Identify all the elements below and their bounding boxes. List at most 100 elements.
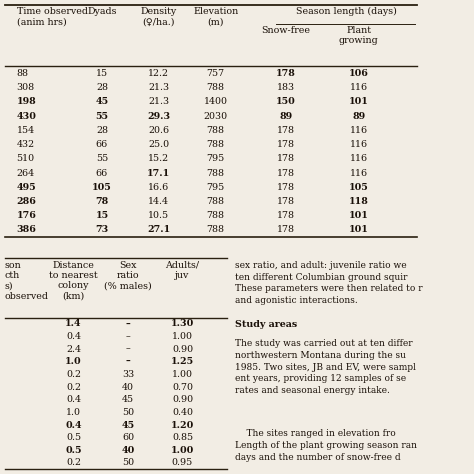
Text: 20.6: 20.6 bbox=[148, 126, 169, 135]
Text: 45: 45 bbox=[95, 98, 109, 106]
Text: 15: 15 bbox=[95, 211, 109, 220]
Text: 0.2: 0.2 bbox=[66, 383, 81, 392]
Text: The sites ranged in elevation fro
Length of the plant growing season ran
days an: The sites ranged in elevation fro Length… bbox=[235, 429, 417, 462]
Text: 0.90: 0.90 bbox=[172, 395, 193, 404]
Text: Adults/
juv: Adults/ juv bbox=[165, 261, 200, 280]
Text: 264: 264 bbox=[17, 169, 35, 177]
Text: Elevation
(m): Elevation (m) bbox=[193, 7, 238, 27]
Text: 15: 15 bbox=[96, 69, 108, 78]
Text: 25.0: 25.0 bbox=[148, 140, 169, 149]
Text: 0.70: 0.70 bbox=[172, 383, 193, 392]
Text: Distance
to nearest
colony
(km): Distance to nearest colony (km) bbox=[49, 261, 98, 301]
Text: Sex
ratio
(% males): Sex ratio (% males) bbox=[104, 261, 152, 291]
Text: 21.3: 21.3 bbox=[148, 98, 169, 106]
Text: 116: 116 bbox=[350, 155, 368, 163]
Text: 0.40: 0.40 bbox=[172, 408, 193, 417]
Text: 1.25: 1.25 bbox=[171, 357, 194, 366]
Text: 178: 178 bbox=[277, 197, 295, 206]
Text: 178: 178 bbox=[277, 140, 295, 149]
Text: 105: 105 bbox=[349, 183, 369, 191]
Text: 66: 66 bbox=[96, 169, 108, 177]
Text: Season length (days): Season length (days) bbox=[296, 7, 397, 16]
Text: 286: 286 bbox=[17, 197, 36, 206]
Text: 78: 78 bbox=[95, 197, 109, 206]
Text: Dyads: Dyads bbox=[87, 7, 117, 16]
Text: 0.4: 0.4 bbox=[66, 332, 81, 341]
Text: Study areas: Study areas bbox=[235, 320, 297, 329]
Text: 1400: 1400 bbox=[204, 98, 228, 106]
Text: The study was carried out at ten differ
northwestern Montana during the su
1985.: The study was carried out at ten differ … bbox=[235, 339, 416, 395]
Text: 55: 55 bbox=[95, 112, 109, 120]
Text: 2030: 2030 bbox=[204, 112, 228, 120]
Text: 788: 788 bbox=[207, 126, 225, 135]
Text: 178: 178 bbox=[277, 155, 295, 163]
Text: 0.90: 0.90 bbox=[172, 345, 193, 354]
Text: 154: 154 bbox=[17, 126, 35, 135]
Text: 116: 116 bbox=[350, 83, 368, 92]
Text: 28: 28 bbox=[96, 83, 108, 92]
Text: 101: 101 bbox=[349, 211, 369, 220]
Text: 1.00: 1.00 bbox=[172, 332, 193, 341]
Text: 60: 60 bbox=[122, 433, 134, 442]
Text: 430: 430 bbox=[17, 112, 36, 120]
Text: 150: 150 bbox=[276, 98, 296, 106]
Text: 788: 788 bbox=[207, 226, 225, 234]
Text: 0.4: 0.4 bbox=[66, 395, 81, 404]
Text: 29.3: 29.3 bbox=[147, 112, 170, 120]
Text: 14.4: 14.4 bbox=[148, 197, 169, 206]
Text: 89: 89 bbox=[279, 112, 292, 120]
Text: 1.30: 1.30 bbox=[171, 319, 194, 328]
Text: 45: 45 bbox=[122, 395, 134, 404]
Text: 386: 386 bbox=[17, 226, 36, 234]
Text: 0.95: 0.95 bbox=[172, 458, 193, 467]
Text: 495: 495 bbox=[17, 183, 36, 191]
Text: 2.4: 2.4 bbox=[66, 345, 81, 354]
Text: –: – bbox=[126, 332, 130, 341]
Text: 178: 178 bbox=[277, 126, 295, 135]
Text: 15.2: 15.2 bbox=[148, 155, 169, 163]
Text: 73: 73 bbox=[95, 226, 109, 234]
Text: 10.5: 10.5 bbox=[148, 211, 169, 220]
Text: 1.00: 1.00 bbox=[172, 370, 193, 379]
Text: 12.2: 12.2 bbox=[148, 69, 169, 78]
Text: 788: 788 bbox=[207, 83, 225, 92]
Text: 101: 101 bbox=[349, 98, 369, 106]
Text: 178: 178 bbox=[276, 69, 296, 78]
Text: 432: 432 bbox=[17, 140, 35, 149]
Text: 89: 89 bbox=[352, 112, 365, 120]
Text: 0.2: 0.2 bbox=[66, 458, 81, 467]
Text: 27.1: 27.1 bbox=[147, 226, 171, 234]
Text: 0.85: 0.85 bbox=[172, 433, 193, 442]
Text: –: – bbox=[126, 345, 130, 354]
Text: 88: 88 bbox=[17, 69, 28, 78]
Text: 28: 28 bbox=[96, 126, 108, 135]
Text: 788: 788 bbox=[207, 211, 225, 220]
Text: 178: 178 bbox=[277, 183, 295, 191]
Text: 66: 66 bbox=[96, 140, 108, 149]
Text: 40: 40 bbox=[121, 446, 135, 455]
Text: 788: 788 bbox=[207, 169, 225, 177]
Text: 116: 116 bbox=[350, 126, 368, 135]
Text: 106: 106 bbox=[349, 69, 369, 78]
Text: –: – bbox=[126, 319, 130, 328]
Text: 101: 101 bbox=[349, 226, 369, 234]
Text: 55: 55 bbox=[96, 155, 108, 163]
Text: Density
(♀/ha.): Density (♀/ha.) bbox=[141, 7, 177, 27]
Text: 308: 308 bbox=[17, 83, 35, 92]
Text: 795: 795 bbox=[207, 155, 225, 163]
Text: 176: 176 bbox=[17, 211, 36, 220]
Text: 1.4: 1.4 bbox=[65, 319, 82, 328]
Text: 1.0: 1.0 bbox=[65, 357, 82, 366]
Text: Snow-free: Snow-free bbox=[261, 26, 310, 35]
Text: 50: 50 bbox=[122, 458, 134, 467]
Text: 183: 183 bbox=[277, 83, 295, 92]
Text: 788: 788 bbox=[207, 197, 225, 206]
Text: –: – bbox=[126, 357, 130, 366]
Text: 116: 116 bbox=[350, 169, 368, 177]
Text: 510: 510 bbox=[17, 155, 35, 163]
Text: 105: 105 bbox=[92, 183, 112, 191]
Text: 116: 116 bbox=[350, 140, 368, 149]
Text: 788: 788 bbox=[207, 140, 225, 149]
Text: 178: 178 bbox=[277, 226, 295, 234]
Text: 0.4: 0.4 bbox=[65, 420, 82, 429]
